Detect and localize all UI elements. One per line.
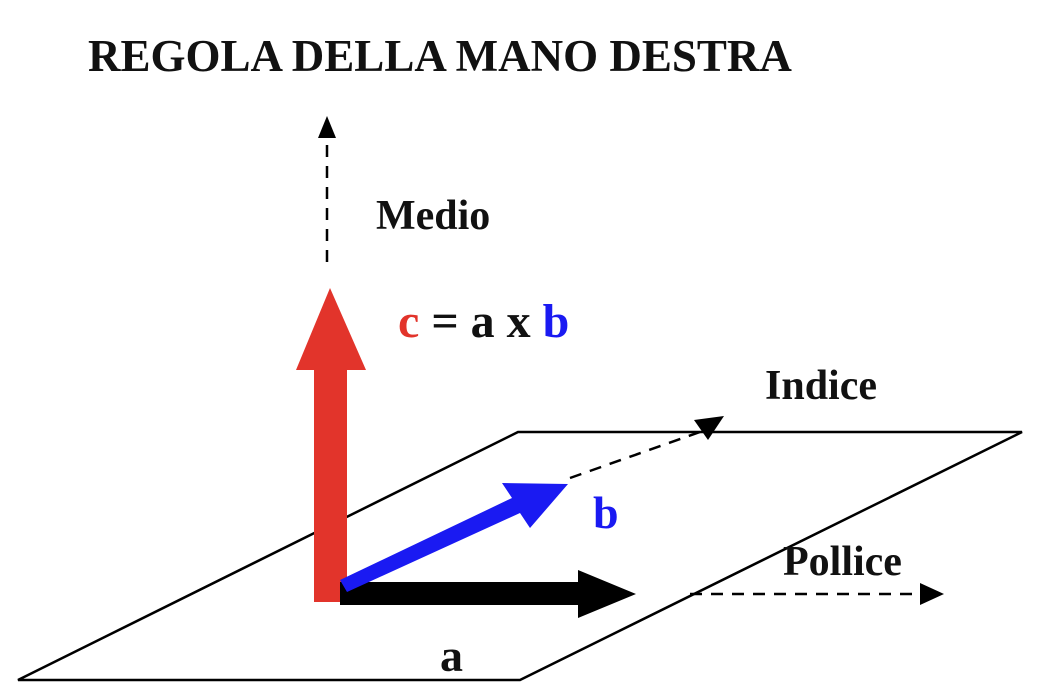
diagram-title: REGOLA DELLA MANO DESTRA xyxy=(88,31,792,81)
plane-parallelogram xyxy=(17,430,1023,682)
indice-arrowhead xyxy=(694,416,724,440)
vector-a-label: a xyxy=(440,630,463,681)
formula-a: a xyxy=(470,295,495,348)
pollice-arrowhead xyxy=(920,583,944,605)
formula-c: c xyxy=(398,295,420,348)
indice-label: Indice xyxy=(765,363,878,409)
formula-times: x xyxy=(494,295,543,348)
vector-a-arrow xyxy=(340,570,636,618)
medio-arrowhead xyxy=(318,116,336,138)
cross-product-formula: c = a x b xyxy=(398,298,569,346)
pollice-label: Pollice xyxy=(783,539,902,585)
medio-label: Medio xyxy=(376,193,491,239)
vector-b-arrow xyxy=(340,483,568,592)
vector-b-label: b xyxy=(593,487,619,538)
formula-equals: = xyxy=(419,295,471,348)
vector-c-arrow xyxy=(296,288,366,602)
indice-dashed-axis xyxy=(569,430,701,480)
formula-b: b xyxy=(542,295,570,348)
